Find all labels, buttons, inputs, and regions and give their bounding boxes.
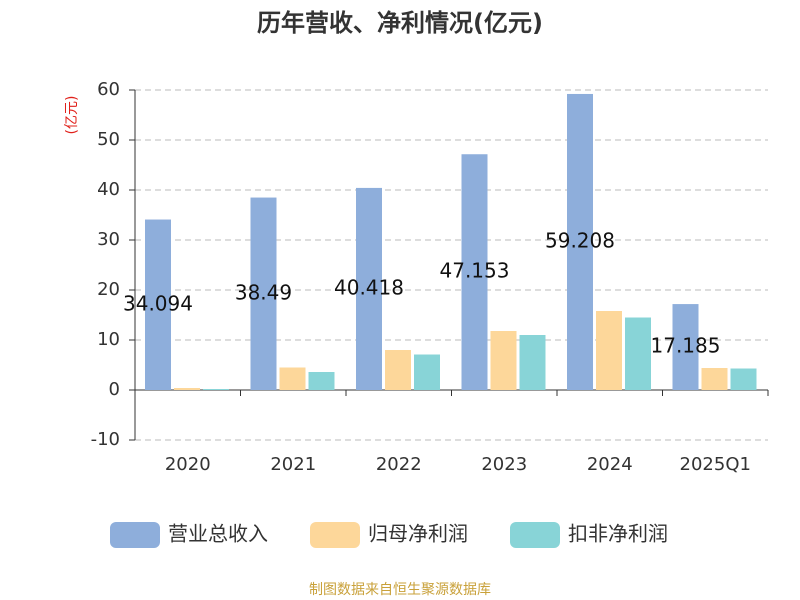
x-tick-label: 2023 xyxy=(481,454,527,475)
bar xyxy=(385,350,411,390)
legend-label: 营业总收入 xyxy=(168,522,268,546)
bar xyxy=(519,335,546,390)
y-tick-label: 20 xyxy=(97,279,120,300)
value-label: 47.153 xyxy=(440,259,510,283)
bar xyxy=(356,187,382,390)
bar xyxy=(625,317,651,390)
bar xyxy=(461,154,488,390)
x-tick-label: 2020 xyxy=(165,454,211,475)
value-label: 17.185 xyxy=(651,334,721,358)
value-label: 38.49 xyxy=(235,280,292,304)
legend-swatch xyxy=(510,522,560,548)
x-tick-label: 2021 xyxy=(270,454,316,475)
bar xyxy=(414,354,440,390)
bar xyxy=(596,311,622,390)
source-note: 制图数据来自恒生聚源数据库 xyxy=(309,582,491,598)
legend-label: 归母净利润 xyxy=(368,522,468,546)
x-tick-label: 2022 xyxy=(376,454,422,475)
bar xyxy=(567,93,593,391)
bar xyxy=(250,197,277,390)
bar xyxy=(145,219,171,390)
y-tick-label: 40 xyxy=(97,179,120,200)
bar xyxy=(672,304,699,390)
bar xyxy=(279,367,306,390)
bar xyxy=(174,388,200,390)
bar xyxy=(730,368,757,390)
bar xyxy=(203,389,229,390)
legend-label: 扣非净利润 xyxy=(568,522,668,546)
value-label: 34.094 xyxy=(123,291,193,315)
y-tick-label: 0 xyxy=(109,379,120,400)
y-tick-label: -10 xyxy=(91,429,120,450)
x-tick-label: 2025Q1 xyxy=(680,454,751,475)
bar xyxy=(701,368,728,390)
legend-swatch xyxy=(310,522,360,548)
x-tick-label: 2024 xyxy=(587,454,633,475)
y-tick-label: 30 xyxy=(97,229,120,250)
y-tick-label: 60 xyxy=(97,79,120,100)
y-tick-label: 50 xyxy=(97,129,120,150)
y-axis-label: (亿元) xyxy=(64,96,80,135)
y-tick-label: 10 xyxy=(97,329,120,350)
value-label: 59.208 xyxy=(545,228,615,252)
bar xyxy=(490,331,517,390)
chart-title: 历年营收、净利情况(亿元) xyxy=(257,9,543,37)
value-label: 40.418 xyxy=(334,275,404,299)
bar xyxy=(308,372,335,390)
legend-swatch xyxy=(110,522,160,548)
